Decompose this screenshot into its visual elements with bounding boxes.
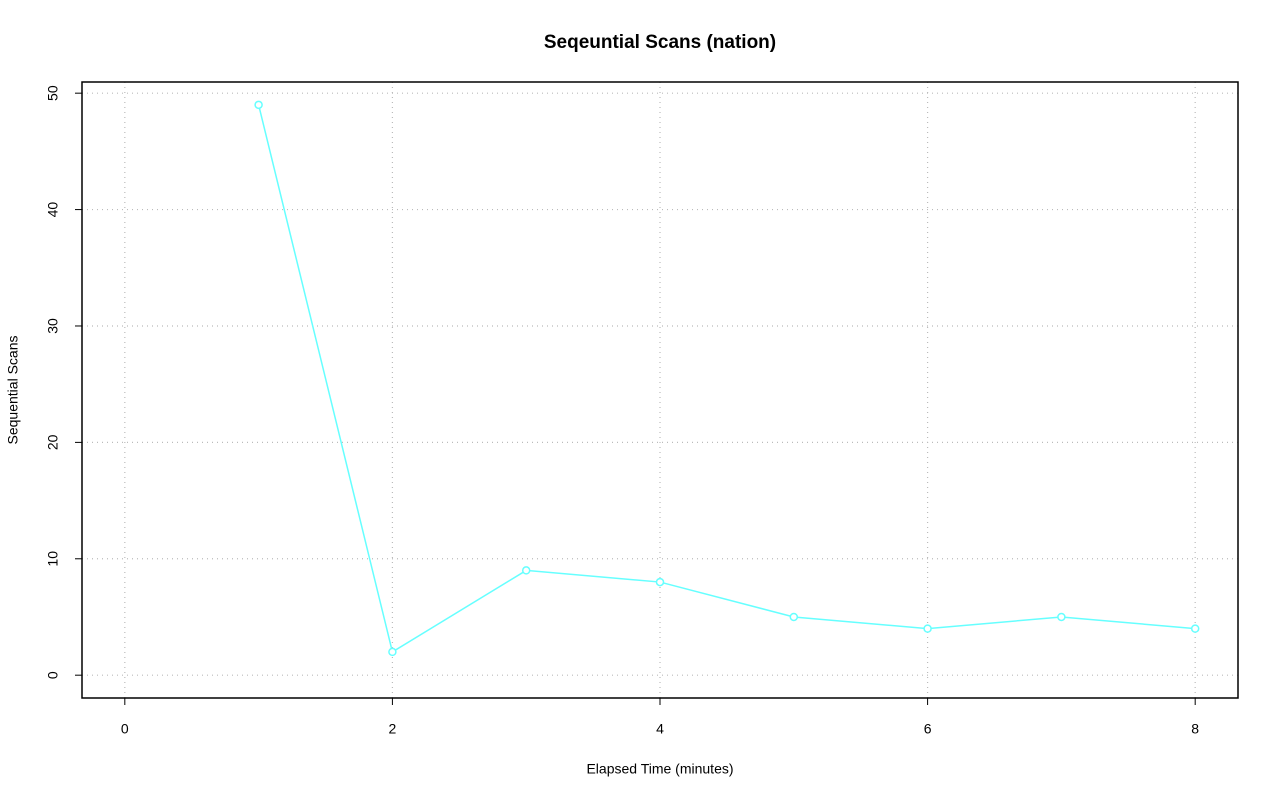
y-tick-label: 50 [45,85,61,101]
data-point [1190,624,1200,633]
series-line [257,104,1196,654]
y-tick-label: 30 [45,318,61,334]
x-tick-label: 6 [924,721,932,737]
x-axis-label: Elapsed Time (minutes) [586,761,733,777]
x-tick-label: 8 [1191,721,1199,737]
x-tick-label: 0 [121,721,129,737]
data-point [254,100,263,110]
data-point [1057,612,1066,622]
data-point [521,566,531,575]
y-tick-label: 10 [45,551,61,567]
y-axis-label: Sequential Scans [5,336,21,445]
y-tick-label: 20 [45,434,61,450]
data-point [789,612,799,622]
chart-title: Seqeuntial Scans (nation) [544,32,776,53]
y-tick-label: 40 [45,202,61,218]
data-point [655,577,665,587]
plot-frame [81,81,1239,699]
x-tick-label: 2 [389,721,397,737]
data-point [388,647,397,657]
y-tick-label: 0 [45,671,61,679]
x-tick-label: 4 [656,721,664,737]
data-point [923,624,932,633]
